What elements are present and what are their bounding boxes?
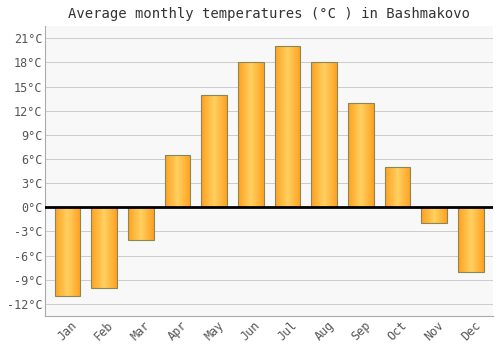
Bar bbox=[422, 207, 447, 223]
Bar bbox=[274, 47, 300, 207]
Bar bbox=[348, 103, 374, 207]
Bar bbox=[238, 63, 264, 207]
Bar bbox=[128, 207, 154, 239]
Bar bbox=[458, 207, 484, 272]
Bar bbox=[385, 167, 410, 207]
Bar bbox=[312, 63, 337, 207]
Bar bbox=[202, 95, 227, 207]
Bar bbox=[91, 207, 117, 288]
Title: Average monthly temperatures (°C ) in Bashmakovo: Average monthly temperatures (°C ) in Ba… bbox=[68, 7, 470, 21]
Bar bbox=[54, 207, 80, 296]
Bar bbox=[164, 155, 190, 207]
